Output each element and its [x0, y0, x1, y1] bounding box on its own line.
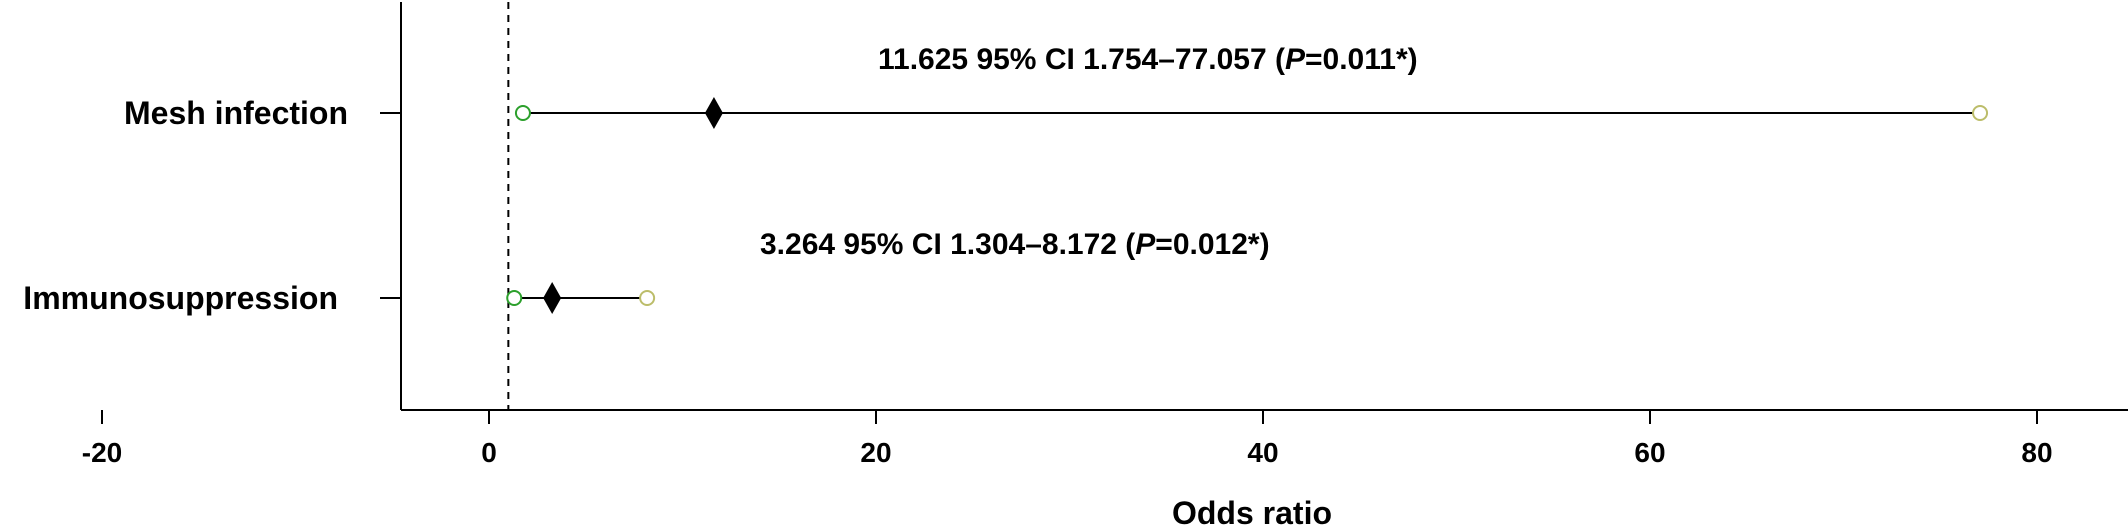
- odds-ratio-diamond: [543, 282, 562, 314]
- ci-lower-marker: [514, 105, 531, 121]
- x-tick-label: -20: [82, 437, 122, 468]
- forest-row: Mesh infection 11.625 95% CI 1.754–77.057…: [124, 43, 1989, 131]
- plot-axes: [400, 2, 2128, 411]
- annotation-p-value: =0.011*): [1305, 43, 1418, 76]
- ci-annotation: 3.264 95% CI 1.304–8.172 (P=0.012*): [760, 228, 1270, 261]
- annotation-main: 3.264 95% CI 1.304–8.172 (: [760, 228, 1135, 261]
- forest-rows: Mesh infection 11.625 95% CI 1.754–77.057…: [23, 43, 1989, 316]
- x-tick-label: 60: [1634, 437, 1665, 468]
- x-tick-label: 80: [2021, 437, 2052, 468]
- x-tick-label: 20: [860, 437, 891, 468]
- annotation-p-symbol: P: [1135, 228, 1156, 261]
- forest-row: Immunosuppression 3.264 95% CI 1.304–8.17…: [23, 228, 1269, 316]
- x-axis-label: Odds ratio: [1172, 495, 1332, 531]
- ci-lower-marker: [506, 290, 523, 306]
- row-label: Mesh infection: [124, 95, 348, 131]
- row-label: Immunosuppression: [23, 280, 338, 316]
- x-axis-ticks: -20 0 20 40 60 80: [82, 410, 2053, 468]
- annotation-main: 11.625 95% CI 1.754–77.057 (: [878, 43, 1285, 76]
- ci-upper-marker: [1972, 105, 1989, 121]
- annotation-p-symbol: P: [1285, 43, 1306, 76]
- ci-annotation: 11.625 95% CI 1.754–77.057 (P=0.011*): [878, 43, 1418, 76]
- odds-ratio-diamond: [704, 97, 723, 129]
- annotation-p-value: =0.012*): [1155, 228, 1269, 261]
- x-tick-label: 40: [1247, 437, 1278, 468]
- x-tick-label: 0: [481, 437, 497, 468]
- ci-upper-marker: [639, 290, 656, 306]
